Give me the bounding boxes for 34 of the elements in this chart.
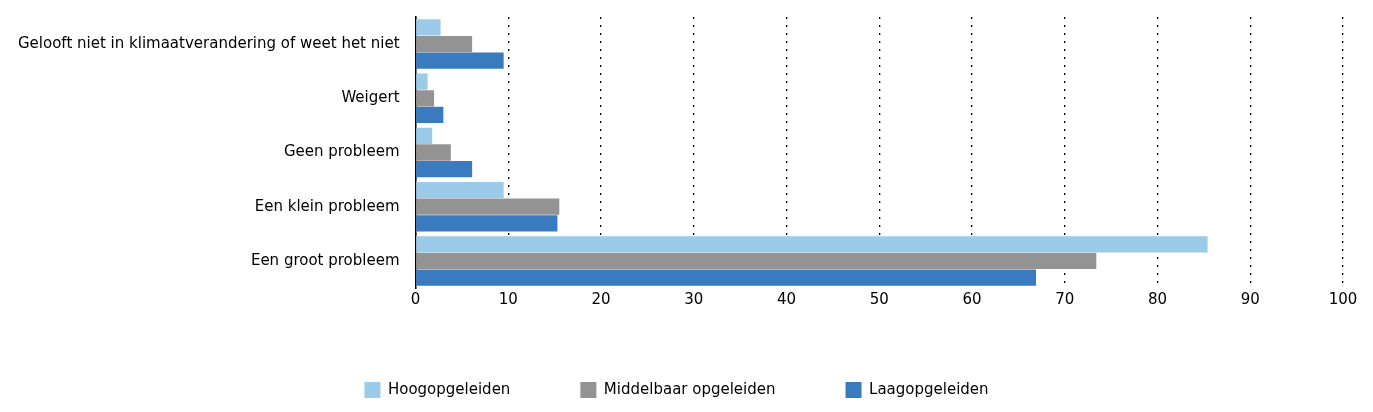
x-tick-label: 50 xyxy=(869,289,889,308)
bar xyxy=(416,215,558,232)
bar xyxy=(416,90,435,107)
bar xyxy=(416,160,473,178)
y-tick-label: Gelooft niet in klimaatverandering of weet het niet xyxy=(17,33,400,52)
bar xyxy=(416,73,428,90)
bar xyxy=(416,269,1037,286)
bar xyxy=(416,198,560,215)
x-tick-label: 30 xyxy=(684,289,704,308)
x-tick-label: 80 xyxy=(1147,289,1168,308)
x-tick-label: 100 xyxy=(1328,289,1358,308)
bar xyxy=(416,181,504,199)
y-tick-label: Een klein probleem xyxy=(254,196,400,215)
y-tick-label: Weigert xyxy=(341,88,400,107)
x-tick-label: 90 xyxy=(1240,289,1260,308)
legend-label: Laagopgeleiden xyxy=(869,379,989,398)
y-tick-label: Een groot probleem xyxy=(250,250,400,269)
x-tick-label: 70 xyxy=(1055,289,1075,308)
bar xyxy=(416,35,473,53)
x-tick-label: 10 xyxy=(498,289,518,308)
x-tick-label: 20 xyxy=(591,289,611,308)
x-tick-label: 60 xyxy=(962,289,982,308)
legend-label: Middelbaar opgeleiden xyxy=(603,379,776,398)
bar xyxy=(416,236,1208,253)
x-tick-label: 0 xyxy=(410,289,421,308)
bar xyxy=(416,144,451,161)
x-tick-label: 40 xyxy=(776,289,797,308)
bar xyxy=(416,127,433,145)
y-tick-label: Geen probleem xyxy=(283,142,400,161)
legend-label: Hoogopgeleiden xyxy=(387,379,511,398)
bar xyxy=(416,106,444,124)
bar xyxy=(416,19,441,36)
bar xyxy=(416,252,1097,270)
bar xyxy=(416,52,504,69)
